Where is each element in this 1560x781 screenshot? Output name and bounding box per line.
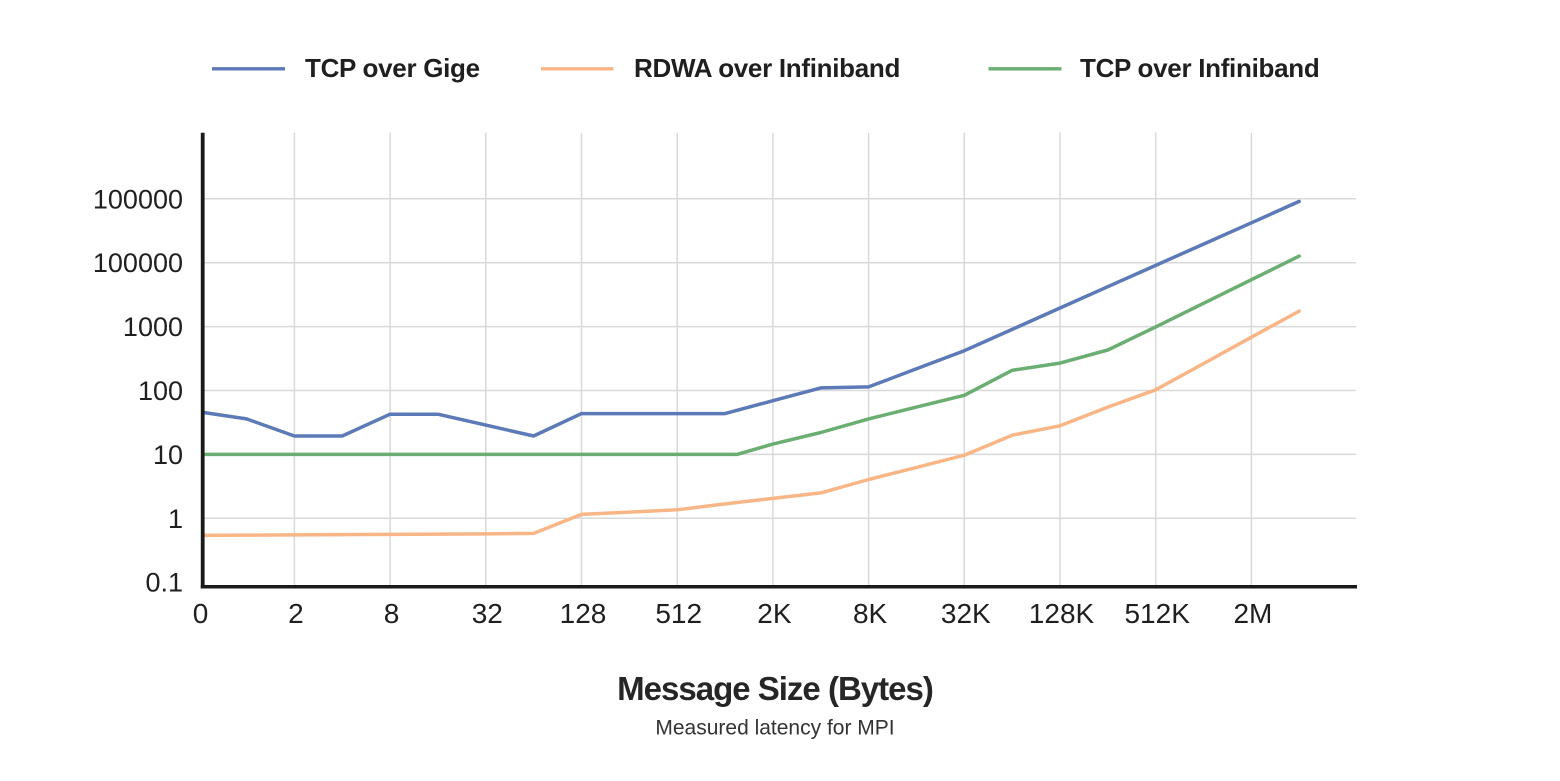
svg-text:100000: 100000: [93, 248, 183, 278]
svg-text:1: 1: [168, 504, 183, 534]
svg-text:Message Size (Bytes): Message Size (Bytes): [617, 670, 933, 707]
svg-text:RDWA over Infiniband: RDWA over Infiniband: [634, 53, 900, 83]
svg-text:Measured latency for MPI: Measured latency for MPI: [655, 717, 894, 740]
svg-text:2: 2: [288, 598, 304, 629]
svg-text:1000: 1000: [123, 312, 183, 342]
svg-text:100000: 100000: [93, 184, 183, 214]
svg-text:128K: 128K: [1029, 598, 1095, 629]
svg-text:128: 128: [560, 598, 607, 629]
svg-text:512K: 512K: [1124, 598, 1190, 629]
svg-text:TCP over Infiniband: TCP over Infiniband: [1080, 53, 1319, 83]
svg-text:10: 10: [153, 440, 183, 470]
svg-text:2K: 2K: [757, 598, 792, 629]
svg-text:8K: 8K: [853, 598, 888, 629]
svg-text:0: 0: [193, 598, 209, 629]
svg-text:8: 8: [384, 598, 400, 629]
svg-text:512: 512: [655, 598, 702, 629]
svg-text:TCP over Gige: TCP over Gige: [305, 53, 480, 83]
svg-text:32K: 32K: [941, 598, 991, 629]
svg-text:100: 100: [138, 376, 183, 406]
svg-text:0.1: 0.1: [145, 568, 183, 598]
svg-text:32: 32: [472, 598, 503, 629]
svg-text:2M: 2M: [1233, 598, 1272, 629]
